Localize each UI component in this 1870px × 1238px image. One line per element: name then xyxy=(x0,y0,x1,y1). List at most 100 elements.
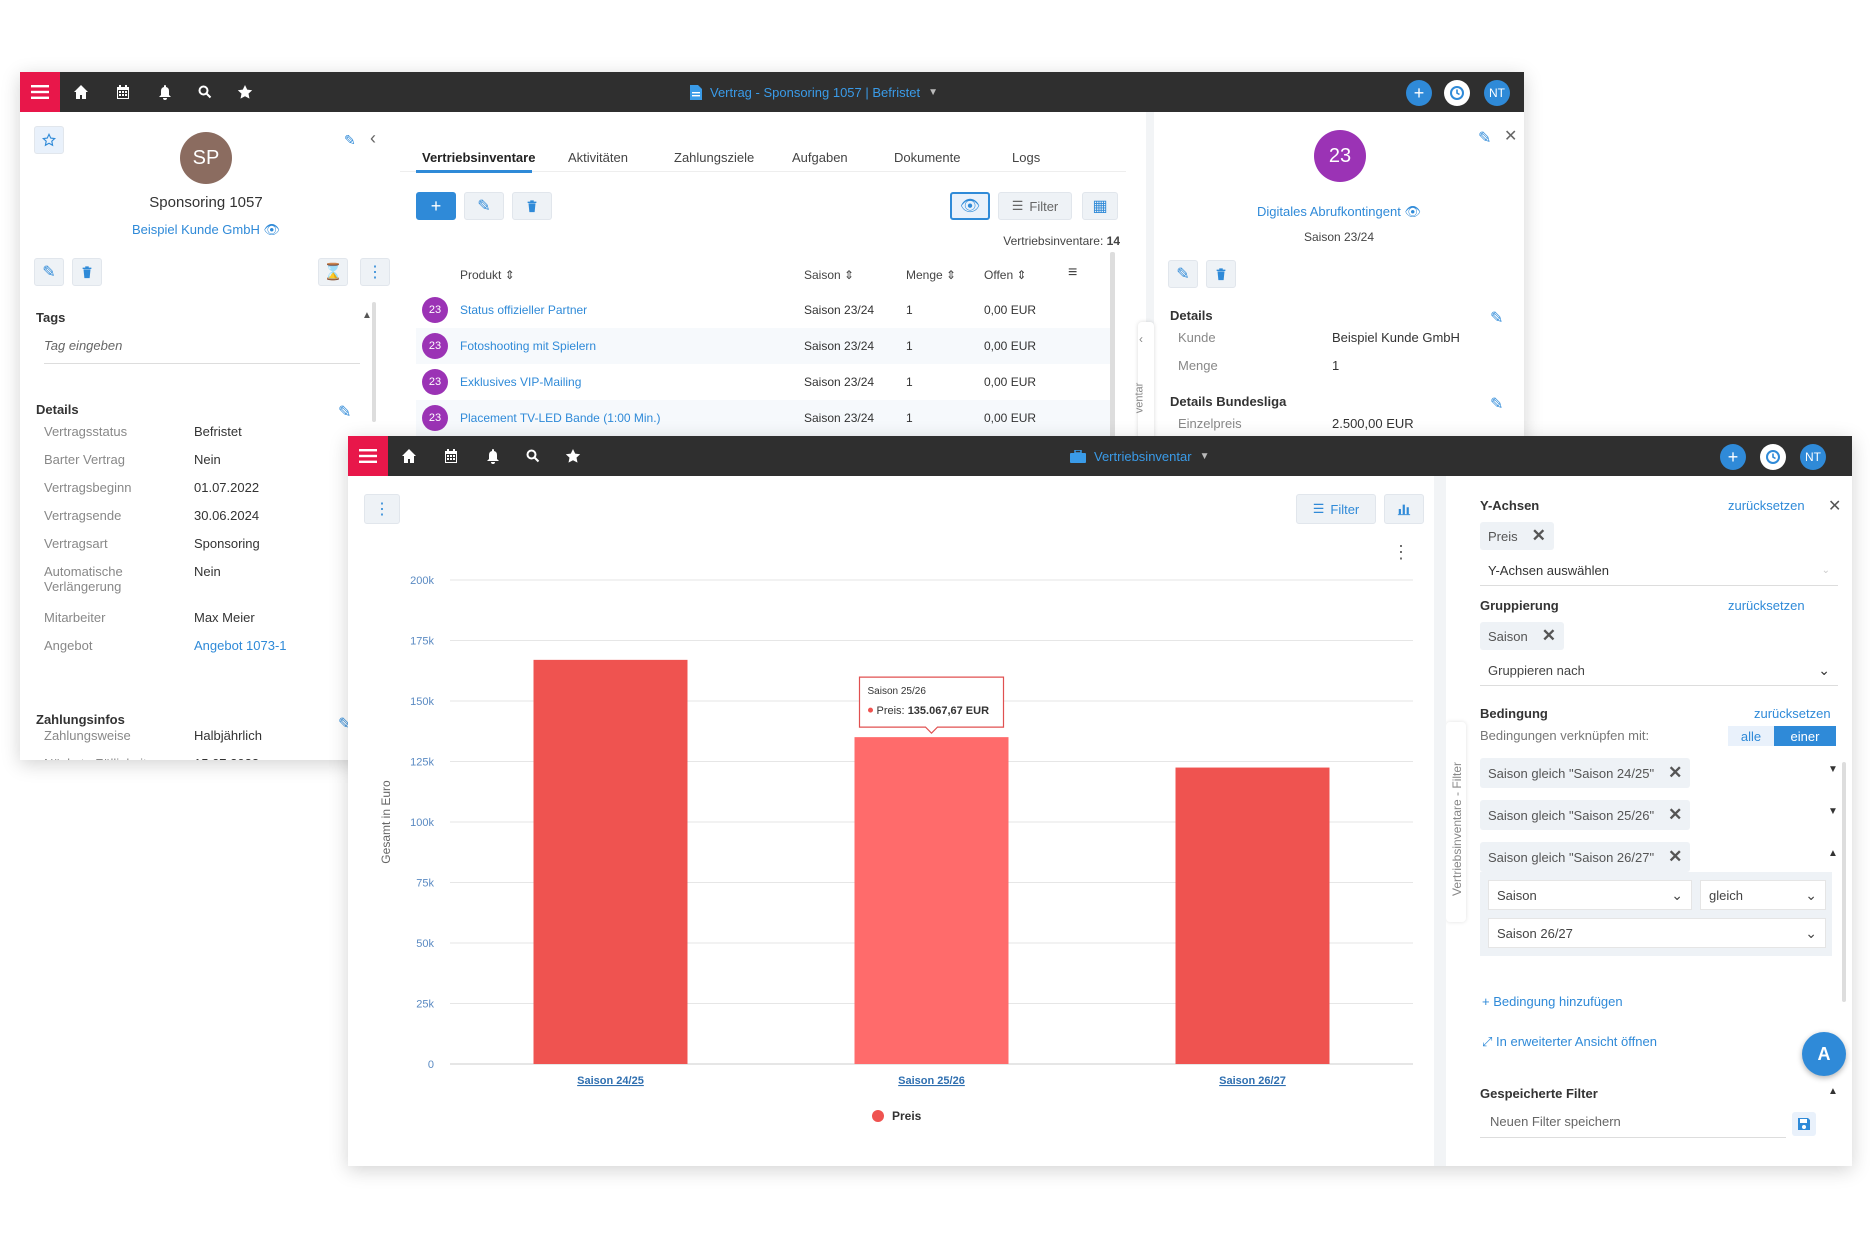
open-extended-view-link[interactable]: ⤢ In erweiterter Ansicht öffnen xyxy=(1482,1034,1657,1049)
star-icon[interactable] xyxy=(236,83,254,101)
search-icon[interactable] xyxy=(524,447,542,465)
scrollbar[interactable] xyxy=(1842,762,1846,1002)
bell-icon[interactable] xyxy=(156,83,174,101)
chevron-up-icon[interactable]: ▲ xyxy=(362,310,372,321)
group-chip[interactable]: Saison ✕ xyxy=(1480,622,1564,650)
record-title[interactable]: Vertrag - Sponsoring 1057 | Befristet ▼ xyxy=(690,72,938,112)
tab-logs[interactable]: Logs xyxy=(1012,150,1041,165)
customer-link[interactable]: Beispiel Kunde GmbH 👁 xyxy=(131,222,281,237)
remove-icon[interactable]: ✕ xyxy=(1531,526,1546,545)
remove-icon[interactable]: ✕ xyxy=(1668,847,1683,866)
edit-item-button[interactable]: ✎ xyxy=(464,192,504,220)
detail-value[interactable]: Angebot 1073-1 xyxy=(194,638,287,653)
filter-button[interactable]: ☰ Filter xyxy=(998,192,1072,220)
add-condition-link[interactable]: + Bedingung hinzufügen xyxy=(1482,994,1623,1009)
delete-button[interactable] xyxy=(72,258,102,286)
product-link[interactable]: Fotoshooting mit Spielern xyxy=(460,339,597,353)
delete-button[interactable] xyxy=(1206,260,1236,288)
operator-select[interactable]: gleich ⌄ xyxy=(1700,880,1826,910)
condition-chip[interactable]: Saison gleich "Saison 24/25" ✕ xyxy=(1480,758,1691,788)
column-menu-icon[interactable]: ≡ xyxy=(1068,264,1078,281)
bar-saison-24-25[interactable] xyxy=(533,659,688,1064)
table-row[interactable]: 23 Status offizieller Partner Saison 23/24… xyxy=(416,292,1110,328)
col-open[interactable]: Offen ⇕ xyxy=(984,268,1027,282)
chevron-down-icon[interactable]: ▼ xyxy=(1828,806,1838,817)
menu-button[interactable] xyxy=(348,436,388,476)
table-row[interactable]: 23 Fotoshooting mit Spielern Saison 23/24 1… xyxy=(416,328,1110,364)
remove-icon[interactable]: ✕ xyxy=(1668,763,1683,782)
add-button[interactable]: + xyxy=(1720,444,1746,470)
chevron-up-icon[interactable]: ▲ xyxy=(1828,848,1838,859)
product-link[interactable]: Exklusives VIP-Mailing xyxy=(460,375,582,389)
remove-icon[interactable]: ✕ xyxy=(1541,626,1556,645)
reset-y-link[interactable]: zurücksetzen xyxy=(1728,498,1805,513)
value-select[interactable]: Saison 26/27 ⌄ xyxy=(1488,918,1826,948)
y-axis-chip[interactable]: Preis ✕ xyxy=(1480,522,1554,550)
collapse-icon[interactable]: ‹ xyxy=(370,128,376,148)
home-icon[interactable] xyxy=(400,447,418,465)
reset-condition-link[interactable]: zurücksetzen xyxy=(1754,706,1831,721)
close-icon[interactable]: ✕ xyxy=(1504,128,1518,145)
x-tick-label[interactable]: Saison 26/27 xyxy=(1219,1075,1286,1087)
edit-details-icon[interactable]: ✎ xyxy=(1490,310,1504,327)
chart-view-button[interactable] xyxy=(1384,494,1424,524)
delete-item-button[interactable] xyxy=(512,192,552,220)
panel-edit-icon[interactable]: ✎ xyxy=(1478,130,1492,147)
tab-aufgaben[interactable]: Aufgaben xyxy=(792,150,848,165)
side-tab[interactable]: ‹ ventar xyxy=(1133,322,1154,442)
x-tick-label[interactable]: Saison 24/25 xyxy=(577,1075,644,1087)
bar-saison-25-26[interactable] xyxy=(854,737,1009,1064)
calendar-icon[interactable] xyxy=(442,447,460,465)
favorite-button[interactable] xyxy=(34,126,64,154)
group-by-select[interactable]: Gruppieren nach ⌄ xyxy=(1480,656,1838,686)
tab-aktivitaeten[interactable]: Aktivitäten xyxy=(568,150,628,165)
home-icon[interactable] xyxy=(72,83,90,101)
scrollbar[interactable] xyxy=(1110,252,1115,472)
chevron-down-icon[interactable]: ▼ xyxy=(1828,764,1838,775)
menu-button[interactable] xyxy=(20,72,60,112)
add-button[interactable]: + xyxy=(1406,80,1432,106)
edit-icon[interactable]: ✎ xyxy=(344,132,356,148)
user-avatar[interactable]: NT xyxy=(1484,80,1510,106)
view-toggle[interactable]: 👁 xyxy=(950,192,990,220)
save-filter-input[interactable]: Neuen Filter speichern xyxy=(1480,1110,1786,1138)
history-icon[interactable] xyxy=(1444,80,1470,106)
y-axes-select[interactable]: Y-Achsen auswählen ⌄ xyxy=(1480,556,1838,586)
table-row[interactable]: 23 Exklusives VIP-Mailing Saison 23/24 1 0,0… xyxy=(416,364,1110,400)
module-title[interactable]: Vertriebsinventar ▼ xyxy=(1070,436,1209,476)
columns-button[interactable]: ▦ xyxy=(1082,192,1118,220)
table-row[interactable]: 23 Placement TV-LED Bande (1:00 Min.) Sais… xyxy=(416,400,1110,436)
user-avatar[interactable]: NT xyxy=(1800,444,1826,470)
bell-icon[interactable] xyxy=(484,447,502,465)
legend-label[interactable]: Preis xyxy=(892,1109,922,1123)
chart-menu-icon[interactable]: ⋮ xyxy=(1392,542,1410,562)
close-icon[interactable]: ✕ xyxy=(1828,498,1842,515)
condition-chip[interactable]: Saison gleich "Saison 25/26" ✕ xyxy=(1480,800,1691,830)
chevron-up-icon[interactable]: ▲ xyxy=(1828,1086,1838,1097)
condition-chip[interactable]: Saison gleich "Saison 26/27" ✕ xyxy=(1480,842,1691,872)
bar-saison-26-27[interactable] xyxy=(1175,767,1330,1064)
field-select[interactable]: Saison ⌄ xyxy=(1488,880,1692,910)
x-tick-label[interactable]: Saison 25/26 xyxy=(898,1075,965,1087)
scrollbar[interactable] xyxy=(372,302,376,422)
assistant-button[interactable]: A xyxy=(1802,1032,1846,1076)
edit-details-icon[interactable]: ✎ xyxy=(338,404,352,421)
filter-button[interactable]: ☰ Filter xyxy=(1296,494,1376,524)
add-item-button[interactable]: + xyxy=(416,192,456,220)
link-one-toggle[interactable]: einer xyxy=(1774,726,1836,746)
history-icon[interactable] xyxy=(1760,444,1786,470)
more-button[interactable]: ⋮ xyxy=(360,258,390,286)
more-button[interactable]: ⋮ xyxy=(364,494,400,524)
col-season[interactable]: Saison ⇕ xyxy=(804,268,855,282)
tab-vertriebsinventare[interactable]: Vertriebsinventare xyxy=(422,150,536,165)
product-link[interactable]: Status offizieller Partner xyxy=(460,303,588,317)
item-name-link[interactable]: Digitales Abrufkontingent 👁 xyxy=(1257,204,1421,219)
reset-group-link[interactable]: zurücksetzen xyxy=(1728,598,1805,613)
edit-bundesliga-icon[interactable]: ✎ xyxy=(1490,396,1504,413)
save-icon[interactable] xyxy=(1792,1112,1816,1136)
star-icon[interactable] xyxy=(564,447,582,465)
tags-input[interactable]: Tag eingeben xyxy=(44,338,360,364)
edit-button[interactable]: ✎ xyxy=(34,258,64,286)
product-link[interactable]: Placement TV-LED Bande (1:00 Min.) xyxy=(460,411,661,425)
tab-zahlungsziele[interactable]: Zahlungsziele xyxy=(674,150,755,165)
